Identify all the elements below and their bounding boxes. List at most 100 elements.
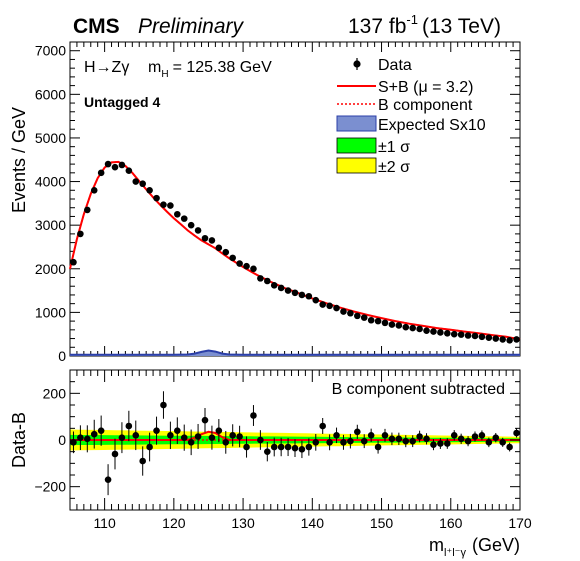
data-point [388,321,396,328]
data-point [236,260,243,267]
residual-point [284,437,292,457]
residual-point [270,437,278,457]
data-point-marker [215,244,223,252]
data-point-marker [284,287,292,294]
b-curve [69,161,521,341]
data-point-marker [180,215,188,222]
residual-point [471,431,479,442]
residual-point-marker [229,432,236,439]
data-point [153,194,160,202]
data-point-marker [90,186,98,194]
data-point-marker [125,167,133,174]
residual-point [430,439,437,451]
residual-point [139,446,146,476]
residual-point-marker [450,432,458,439]
residual-point-marker [139,457,146,465]
residual-point [305,438,313,456]
residual-point-marker [381,432,389,439]
svg-text:Data: Data [378,57,412,74]
data-point [111,163,119,171]
x-axis-label: ml⁺l⁻γ (GeV) [429,535,520,559]
data-point-marker [229,254,236,262]
residual-point [506,442,513,452]
data-point [291,289,299,297]
residual-point [167,421,174,450]
data-point-marker [139,180,146,188]
legend-b: B component [337,97,473,114]
data-point-marker [464,332,472,339]
residual-point [97,415,105,446]
data-point [222,248,230,256]
residual-point [257,430,264,450]
residual-point-marker [243,443,250,451]
data-point [180,215,188,222]
data-point-marker [319,301,326,308]
data-point-marker [450,330,458,338]
data-point [125,167,133,174]
data-point [257,275,264,282]
data-point [485,334,493,341]
lumi-energy: (13 TeV) [422,15,501,38]
data-point [347,309,354,317]
residual-point-marker [367,432,375,439]
data-point [416,325,423,333]
data-point [360,314,368,321]
residual-point-marker [84,435,91,443]
residual-point [132,420,140,451]
data-point [90,186,98,194]
lumi-label: 137 fb-1 (13 TeV) [348,12,501,38]
top-y-tick-label: 7000 [35,43,66,59]
cms-label: CMS [73,15,120,38]
data-point [492,335,500,342]
data-point-marker [423,327,430,335]
data-point-marker [381,319,389,327]
data-point [319,301,326,308]
data-point-marker [402,323,410,331]
data-point-marker [340,308,347,315]
bottom-y-tick-label: 0 [58,432,66,448]
x-tick-label: 120 [162,515,186,531]
residual-point [243,436,250,458]
data-point-marker [270,282,278,289]
data-point [409,324,416,332]
data-point [167,202,174,209]
residual-point [464,436,472,447]
x-tick-label: 150 [370,515,394,531]
mass-label: mH = 125.38 GeV [148,59,272,80]
x-tick-label: 170 [508,515,532,531]
residual-point [90,419,98,449]
residual-point [160,391,167,419]
sb-curve [69,160,521,341]
residual-point [70,431,77,454]
data-point-marker [291,289,299,297]
residual-point [354,424,361,439]
data-point-marker [471,332,479,340]
data-point-marker [167,202,174,209]
data-point [77,230,84,238]
svg-text:±2 σ: ±2 σ [378,159,410,176]
residual-point [374,440,382,454]
residual-point-marker [77,434,84,441]
residual-point [222,430,230,454]
preliminary-label: Preliminary [138,15,245,38]
data-point [381,319,389,327]
residual-point-marker [277,443,285,451]
bottom-panel: −200 0 200 110 120 130 140 150 160 170 Data-B B … [9,369,532,559]
residual-point-marker [167,432,174,439]
data-point-marker [174,210,181,218]
residual-point [450,430,458,441]
top-ylabel: Events / GeV [9,107,29,213]
data-point-marker [305,292,313,300]
data-point-marker [513,336,520,343]
data-point-marker [160,201,167,208]
residual-point [437,438,444,449]
data-point-marker [118,161,126,169]
data-point [264,277,271,285]
residual-point-marker [478,432,486,439]
data-point [326,302,333,310]
residual-point [478,430,486,441]
data-point [194,227,202,234]
residual-point [395,432,403,446]
data-point-marker [70,258,77,266]
